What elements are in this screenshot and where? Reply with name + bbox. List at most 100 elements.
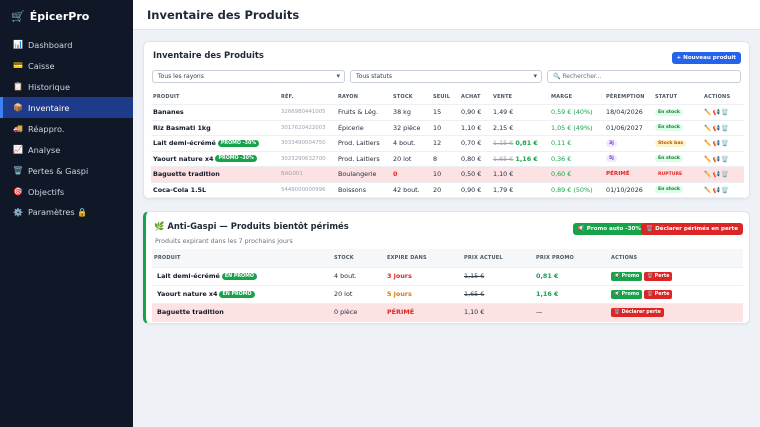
table-row: Coca-Cola 1.5L 5449000000996 Boissons 42… bbox=[151, 182, 744, 198]
cart-icon: 🛒 bbox=[11, 10, 25, 23]
product-stock: 38 kg bbox=[393, 108, 411, 117]
product-marge: 1,05 € (49%) bbox=[551, 123, 593, 132]
product-statut: Stock bas bbox=[653, 136, 702, 152]
sidebar-item-label: Inventaire bbox=[28, 102, 70, 113]
status-badge: En stock bbox=[655, 186, 683, 194]
sidebar-item-analyse[interactable]: 📈 Analyse bbox=[0, 139, 133, 160]
table-row: Yaourt nature x4 EN PROMO 20 lot 5 jours … bbox=[152, 285, 743, 303]
product-stock: 0 pièce bbox=[334, 308, 358, 316]
brand[interactable]: 🛒 ÉpicerPro bbox=[0, 0, 133, 33]
trash-icon[interactable]: 🗑️ bbox=[720, 124, 729, 132]
product-rayon: Boulangerie bbox=[338, 170, 377, 179]
sidebar-item-label: Objectifs bbox=[28, 186, 65, 197]
new-product-button[interactable]: + Nouveau produit bbox=[671, 52, 741, 64]
product-rayon: Prod. Laitiers bbox=[338, 154, 380, 163]
table-row: Lait demi-écrémé EN PROMO 4 bout. 3 jours… bbox=[152, 267, 743, 285]
col-prix-promo: Prix promo bbox=[536, 254, 574, 261]
sidebar-item-pertes[interactable]: 🗑️ Pertes & Gaspi bbox=[0, 160, 133, 181]
col-produit: Produit bbox=[153, 93, 180, 100]
product-rayon: Prod. Laitiers bbox=[338, 139, 380, 148]
megaphone-icon[interactable]: 📢 bbox=[712, 171, 720, 179]
product-statut: En stock bbox=[653, 120, 702, 136]
antigaspi-title: 🌿 Anti-Gaspi — Produits bientôt périmés bbox=[154, 221, 349, 231]
product-vente-cell: 1,65 € 1,16 € bbox=[491, 151, 549, 167]
col-expire: Expire dans bbox=[387, 254, 427, 261]
edit-icon[interactable]: ✏️ bbox=[704, 124, 712, 132]
declare-expired-button[interactable]: 🗑️ Déclarer périmés en perte bbox=[641, 223, 743, 235]
product-ref: BAG001 bbox=[281, 171, 303, 178]
promo-button[interactable]: 📢 Promo bbox=[611, 272, 643, 281]
rayon-filter-select[interactable]: Tous les rayons bbox=[152, 70, 345, 83]
table-row: Lait demi-écrémé PROMO -30% 3033490004750… bbox=[151, 136, 744, 152]
perte-button[interactable]: 🗑️ Perte bbox=[644, 272, 673, 281]
sidebar-item-historique[interactable]: 📋 Historique bbox=[0, 76, 133, 97]
trash-icon[interactable]: 🗑️ bbox=[720, 109, 729, 117]
trash-icon[interactable]: 🗑️ bbox=[720, 186, 729, 194]
sidebar-item-label: Pertes & Gaspi bbox=[28, 165, 89, 176]
old-price: 1,15 € bbox=[493, 139, 514, 148]
col-stock: Stock bbox=[334, 254, 354, 261]
product-achat: 0,70 € bbox=[461, 139, 482, 148]
promo-button[interactable]: 📢 Promo bbox=[611, 290, 643, 299]
rayon-filter-value: Tous les rayons bbox=[158, 73, 204, 80]
sidebar-item-caisse[interactable]: 💳 Caisse bbox=[0, 55, 133, 76]
trash-icon[interactable]: 🗑️ bbox=[720, 140, 729, 148]
current-price: 1,65 € bbox=[464, 290, 485, 298]
product-seuil: 10 bbox=[433, 123, 442, 132]
table-row: Riz Basmati 1kg 3017620422003 Épicerie 3… bbox=[151, 120, 744, 136]
megaphone-icon[interactable]: 📢 bbox=[712, 109, 720, 117]
status-filter-value: Tous statuts bbox=[356, 73, 392, 80]
promo-price: 0,81 € bbox=[515, 139, 538, 148]
megaphone-icon[interactable]: 📢 bbox=[712, 124, 720, 132]
product-peremption: 3j bbox=[604, 136, 653, 152]
promo-badge: PROMO -30% bbox=[215, 155, 257, 163]
edit-icon[interactable]: ✏️ bbox=[704, 171, 712, 179]
sidebar-item-dashboard[interactable]: 📊 Dashboard bbox=[0, 34, 133, 55]
antigaspi-table: Produit Stock Expire dans Prix actuel Pr… bbox=[152, 249, 743, 322]
trash-icon: 🗑️ bbox=[13, 166, 23, 175]
sidebar-item-reappro[interactable]: 🚚 Réappro. bbox=[0, 118, 133, 139]
row-actions: 🗑️ Déclarer perte bbox=[609, 303, 743, 321]
edit-icon[interactable]: ✏️ bbox=[704, 140, 712, 148]
inventory-card: Inventaire des Produits + Nouveau produi… bbox=[143, 41, 750, 199]
sidebar-item-parametres[interactable]: ⚙️ Paramètres 🔒 bbox=[0, 202, 133, 223]
product-marge: 0,36 € bbox=[551, 154, 572, 163]
col-rayon: Rayon bbox=[338, 93, 359, 100]
current-price: 1,10 € bbox=[464, 308, 485, 316]
trash-icon[interactable]: 🗑️ bbox=[720, 155, 729, 163]
inventory-table: Produit Réf. Rayon Stock Seuil Achat Ven… bbox=[151, 89, 744, 198]
status-badge: RUPTURE bbox=[658, 171, 683, 177]
sidebar-item-inventaire[interactable]: 📦 Inventaire bbox=[0, 97, 133, 118]
edit-icon[interactable]: ✏️ bbox=[704, 109, 712, 117]
chart-up-icon: 📈 bbox=[13, 145, 23, 154]
edit-icon[interactable]: ✏️ bbox=[704, 155, 712, 163]
gear-icon: ⚙️ bbox=[13, 208, 23, 217]
product-name-cell: Yaourt nature x4 EN PROMO bbox=[152, 285, 332, 303]
status-badge: En stock bbox=[655, 124, 683, 132]
sidebar-item-objectifs[interactable]: 🎯 Objectifs bbox=[0, 181, 133, 202]
megaphone-icon[interactable]: 📢 bbox=[712, 140, 720, 148]
expire-in: 5 jours bbox=[387, 290, 412, 298]
megaphone-icon[interactable]: 📢 bbox=[712, 186, 720, 194]
product-marge: 0,60 € bbox=[551, 170, 572, 179]
row-actions: ✏️📢🗑️ bbox=[702, 136, 744, 152]
promo-auto-button[interactable]: 📢 Promo auto -30% bbox=[572, 223, 646, 235]
megaphone-icon[interactable]: 📢 bbox=[712, 155, 720, 163]
promo-price: 0,81 € bbox=[536, 272, 559, 280]
trash-icon[interactable]: 🗑️ bbox=[720, 171, 729, 179]
perte-button[interactable]: 🗑️ Perte bbox=[644, 290, 673, 299]
product-seuil: 10 bbox=[433, 170, 442, 179]
row-actions: ✏️📢🗑️ bbox=[702, 120, 744, 136]
search-input[interactable]: 🔍 Rechercher... bbox=[547, 70, 741, 83]
status-filter-select[interactable]: Tous statuts bbox=[350, 70, 542, 83]
product-name: Yaourt nature x4 bbox=[157, 290, 218, 298]
promo-price: 1,16 € bbox=[536, 290, 559, 298]
promo-price: — bbox=[536, 308, 543, 316]
declare-loss-button[interactable]: 🗑️ Déclarer perte bbox=[611, 308, 664, 317]
col-actions: Actions bbox=[704, 93, 731, 100]
old-price: 1,65 € bbox=[493, 154, 514, 163]
col-prix-actuel: Prix actuel bbox=[464, 254, 503, 261]
edit-icon[interactable]: ✏️ bbox=[704, 186, 712, 194]
expiry-badge: 3j bbox=[606, 139, 617, 147]
status-badge: En stock bbox=[655, 108, 683, 116]
